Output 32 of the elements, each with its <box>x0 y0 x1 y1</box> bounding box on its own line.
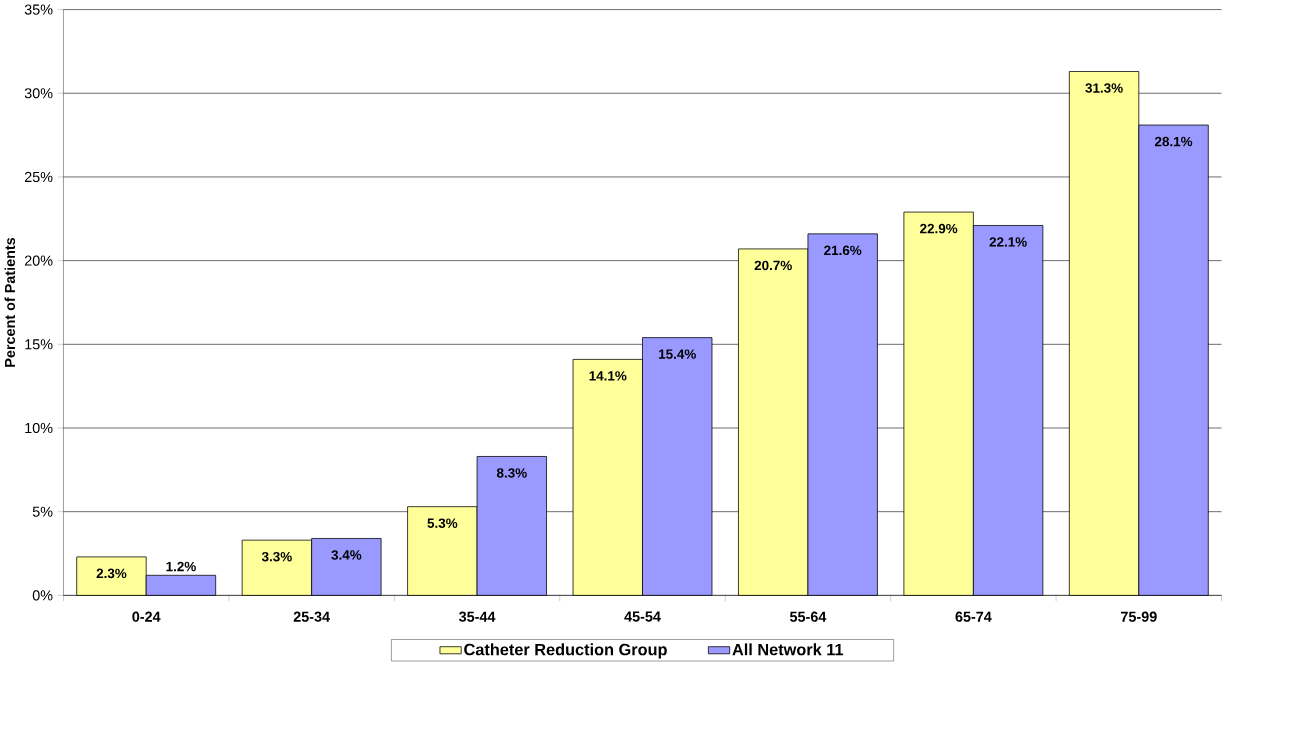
legend-label: All Network 11 <box>732 643 844 656</box>
x-tick-label: 35-44 <box>458 611 496 622</box>
y-tick-label: 0% <box>32 590 53 601</box>
y-tick-label: 15% <box>25 339 53 350</box>
y-tick-label: 25% <box>24 171 53 183</box>
legend-label: Catheter Reduction Group <box>464 643 667 659</box>
data-label: 8.3% <box>496 468 527 478</box>
data-label: 3.4% <box>331 550 362 560</box>
data-label: 5.3% <box>427 518 458 529</box>
data-label: 22.1% <box>989 237 1027 247</box>
y-tick-label: 5% <box>32 506 53 517</box>
x-tick-label: 25-34 <box>293 611 330 622</box>
data-label: 22.9% <box>920 223 958 234</box>
x-tick-label: 55-64 <box>789 611 827 622</box>
y-tick-label: 20% <box>24 255 53 266</box>
data-label: 3.3% <box>261 552 292 562</box>
x-tick-label: 0-24 <box>132 611 161 622</box>
y-axis-title: Percent of Patients <box>4 238 16 367</box>
data-label: 20.7% <box>754 260 792 271</box>
data-label: 21.6% <box>824 245 862 256</box>
y-tick-label: 10% <box>25 423 53 434</box>
data-label: 31.3% <box>1085 83 1123 93</box>
data-label: 14.1% <box>589 371 627 381</box>
y-tick-label: 35% <box>24 4 53 15</box>
x-tick-label: 65-74 <box>955 611 992 622</box>
data-label: 15.4% <box>659 349 696 359</box>
x-tick-label: 45-54 <box>624 611 661 622</box>
x-tick-label: 75-99 <box>1121 611 1157 622</box>
y-tick-label: 30% <box>24 88 53 99</box>
data-label: 2.3% <box>96 568 127 579</box>
data-label: 1.2% <box>166 561 196 572</box>
data-label: 28.1% <box>1154 136 1193 147</box>
